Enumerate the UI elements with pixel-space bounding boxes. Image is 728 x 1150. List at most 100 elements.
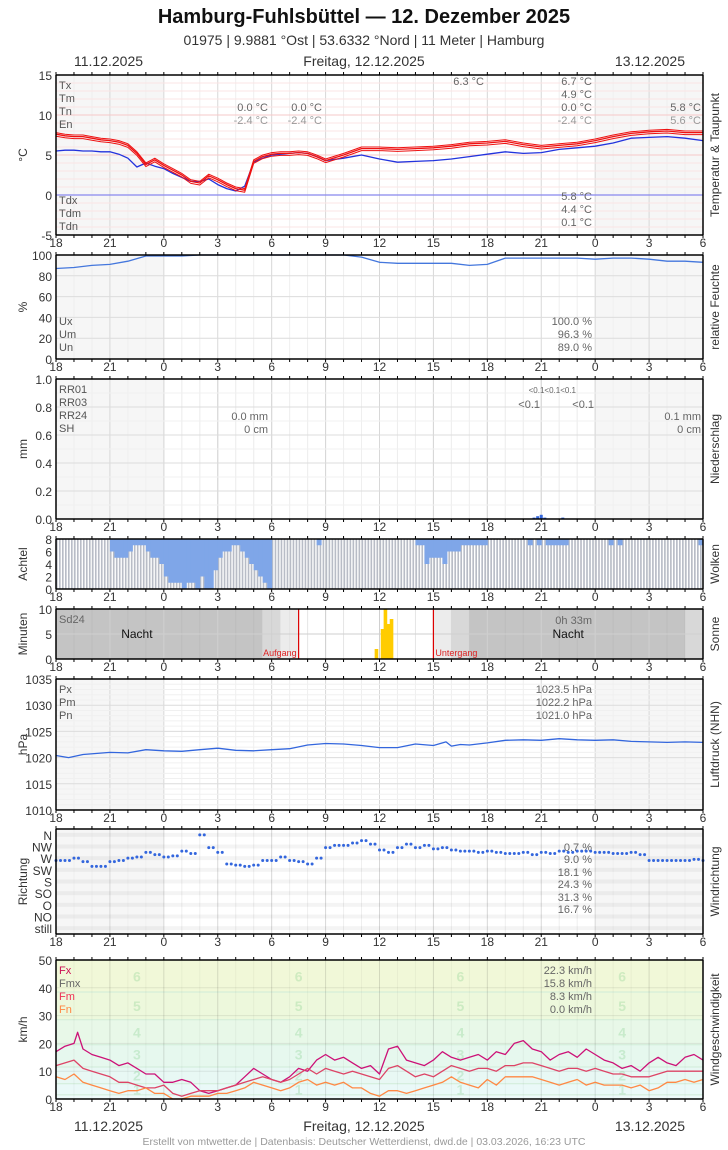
svg-text:15: 15 — [427, 1100, 441, 1114]
svg-text:6.7 °C: 6.7 °C — [561, 76, 592, 88]
date-header: 11.12.2025 Freitag, 12.12.2025 13.12.202… — [0, 53, 728, 71]
svg-text:<0.1<0.1<0.1: <0.1<0.1<0.1 — [529, 386, 577, 395]
svg-text:0: 0 — [592, 1100, 599, 1114]
svg-text:0.0 mm: 0.0 mm — [231, 411, 268, 423]
svg-text:3: 3 — [214, 660, 221, 674]
svg-text:15.8 km/h: 15.8 km/h — [544, 978, 592, 990]
svg-text:6: 6 — [700, 590, 707, 604]
svg-text:9.0 %: 9.0 % — [564, 854, 592, 866]
date-next-bottom[interactable]: 13.12.2025 — [614, 1118, 685, 1134]
svg-text:21: 21 — [103, 935, 117, 949]
svg-text:0: 0 — [45, 353, 52, 367]
svg-text:21: 21 — [535, 935, 549, 949]
svg-text:0.4: 0.4 — [35, 457, 52, 471]
svg-text:-2.4 °C: -2.4 °C — [288, 115, 322, 127]
svg-text:Aufgang: Aufgang — [263, 648, 297, 658]
svg-text:18: 18 — [481, 236, 495, 250]
svg-text:3: 3 — [456, 1047, 464, 1063]
svg-text:3: 3 — [295, 1047, 303, 1063]
svg-text:15: 15 — [427, 935, 441, 949]
svg-text:1: 1 — [295, 1081, 303, 1097]
svg-text:5: 5 — [45, 149, 52, 163]
svg-text:18: 18 — [49, 520, 63, 534]
svg-text:6: 6 — [45, 546, 52, 560]
svg-text:Un: Un — [59, 342, 73, 354]
svg-text:RR01: RR01 — [59, 384, 87, 396]
svg-text:15: 15 — [39, 69, 53, 83]
svg-text:9: 9 — [322, 811, 329, 825]
svg-text:89.0 %: 89.0 % — [558, 342, 592, 354]
clouds-ylabel: Achtel — [16, 547, 30, 580]
svg-text:2: 2 — [618, 1067, 626, 1083]
svg-text:Pm: Pm — [59, 697, 76, 709]
svg-text:16.7 %: 16.7 % — [558, 904, 592, 916]
svg-text:En: En — [59, 119, 72, 131]
svg-text:9: 9 — [322, 660, 329, 674]
date-prev[interactable]: 11.12.2025 — [74, 53, 144, 69]
svg-text:Ux: Ux — [59, 316, 73, 328]
svg-text:0.1 °C: 0.1 °C — [561, 217, 592, 229]
svg-text:0.0 °C: 0.0 °C — [561, 102, 592, 114]
svg-text:0: 0 — [160, 660, 167, 674]
wind_direction-title: Windrichtung — [708, 846, 722, 916]
svg-text:20: 20 — [39, 1037, 53, 1051]
svg-text:0.1 mm: 0.1 mm — [664, 411, 701, 423]
svg-text:Fmx: Fmx — [59, 978, 81, 990]
svg-text:Tdx: Tdx — [59, 195, 78, 207]
svg-text:10: 10 — [39, 109, 53, 123]
date-prev-bottom[interactable]: 11.12.2025 — [74, 1118, 144, 1134]
svg-text:5: 5 — [295, 998, 303, 1014]
svg-text:1: 1 — [456, 1081, 464, 1097]
svg-text:15: 15 — [427, 660, 441, 674]
svg-text:2: 2 — [295, 1067, 303, 1083]
pressure-ylabel: hPa — [16, 734, 30, 756]
svg-text:0: 0 — [45, 189, 52, 203]
svg-text:6.3 °C: 6.3 °C — [453, 76, 484, 88]
svg-text:5.8 °C: 5.8 °C — [670, 102, 701, 114]
svg-text:Tdn: Tdn — [59, 221, 78, 233]
svg-text:Px: Px — [59, 684, 72, 696]
station-info: 01975 | 9.9881 °Ost | 53.6332 °Nord | 11… — [183, 32, 545, 48]
svg-text:SH: SH — [59, 423, 74, 435]
svg-text:0: 0 — [45, 653, 52, 667]
svg-text:3: 3 — [646, 590, 653, 604]
svg-text:S: S — [44, 876, 52, 890]
svg-text:21: 21 — [535, 520, 549, 534]
svg-text:1022.2 hPa: 1022.2 hPa — [536, 697, 593, 709]
svg-text:Tdm: Tdm — [59, 208, 81, 220]
sunshine-title: Sonne — [708, 616, 722, 651]
svg-text:1015: 1015 — [25, 778, 52, 792]
svg-text:5: 5 — [618, 998, 626, 1014]
svg-text:18: 18 — [49, 660, 63, 674]
svg-text:Pn: Pn — [59, 710, 72, 722]
svg-text:18: 18 — [49, 1100, 63, 1114]
svg-text:RR03: RR03 — [59, 397, 87, 409]
svg-text:18: 18 — [49, 360, 63, 374]
svg-text:Fn: Fn — [59, 1004, 72, 1016]
svg-text:0: 0 — [160, 236, 167, 250]
svg-text:-2.4 °C: -2.4 °C — [558, 115, 592, 127]
svg-text:6: 6 — [295, 969, 303, 985]
svg-text:6: 6 — [700, 660, 707, 674]
credits-footer: Erstellt von mtwetter.de | Datenbasis: D… — [142, 1136, 586, 1148]
svg-text:3: 3 — [646, 1100, 653, 1114]
svg-text:6: 6 — [700, 236, 707, 250]
svg-text:100: 100 — [32, 249, 52, 263]
svg-text:3: 3 — [214, 935, 221, 949]
clouds-title: Wolken — [708, 544, 722, 584]
date-next[interactable]: 13.12.2025 — [614, 53, 685, 69]
svg-text:21: 21 — [103, 360, 117, 374]
svg-text:1: 1 — [133, 1081, 141, 1097]
svg-text:5: 5 — [133, 998, 141, 1014]
svg-text:9: 9 — [322, 590, 329, 604]
svg-text:W: W — [41, 852, 53, 866]
svg-text:15: 15 — [427, 590, 441, 604]
wind_direction-ylabel: Richtung — [16, 858, 30, 905]
temperature-title: Temperatur & Taupunkt — [708, 92, 722, 217]
svg-text:6: 6 — [268, 935, 275, 949]
svg-text:0: 0 — [160, 360, 167, 374]
svg-text:3: 3 — [646, 811, 653, 825]
svg-text:0h 33m: 0h 33m — [555, 615, 592, 627]
